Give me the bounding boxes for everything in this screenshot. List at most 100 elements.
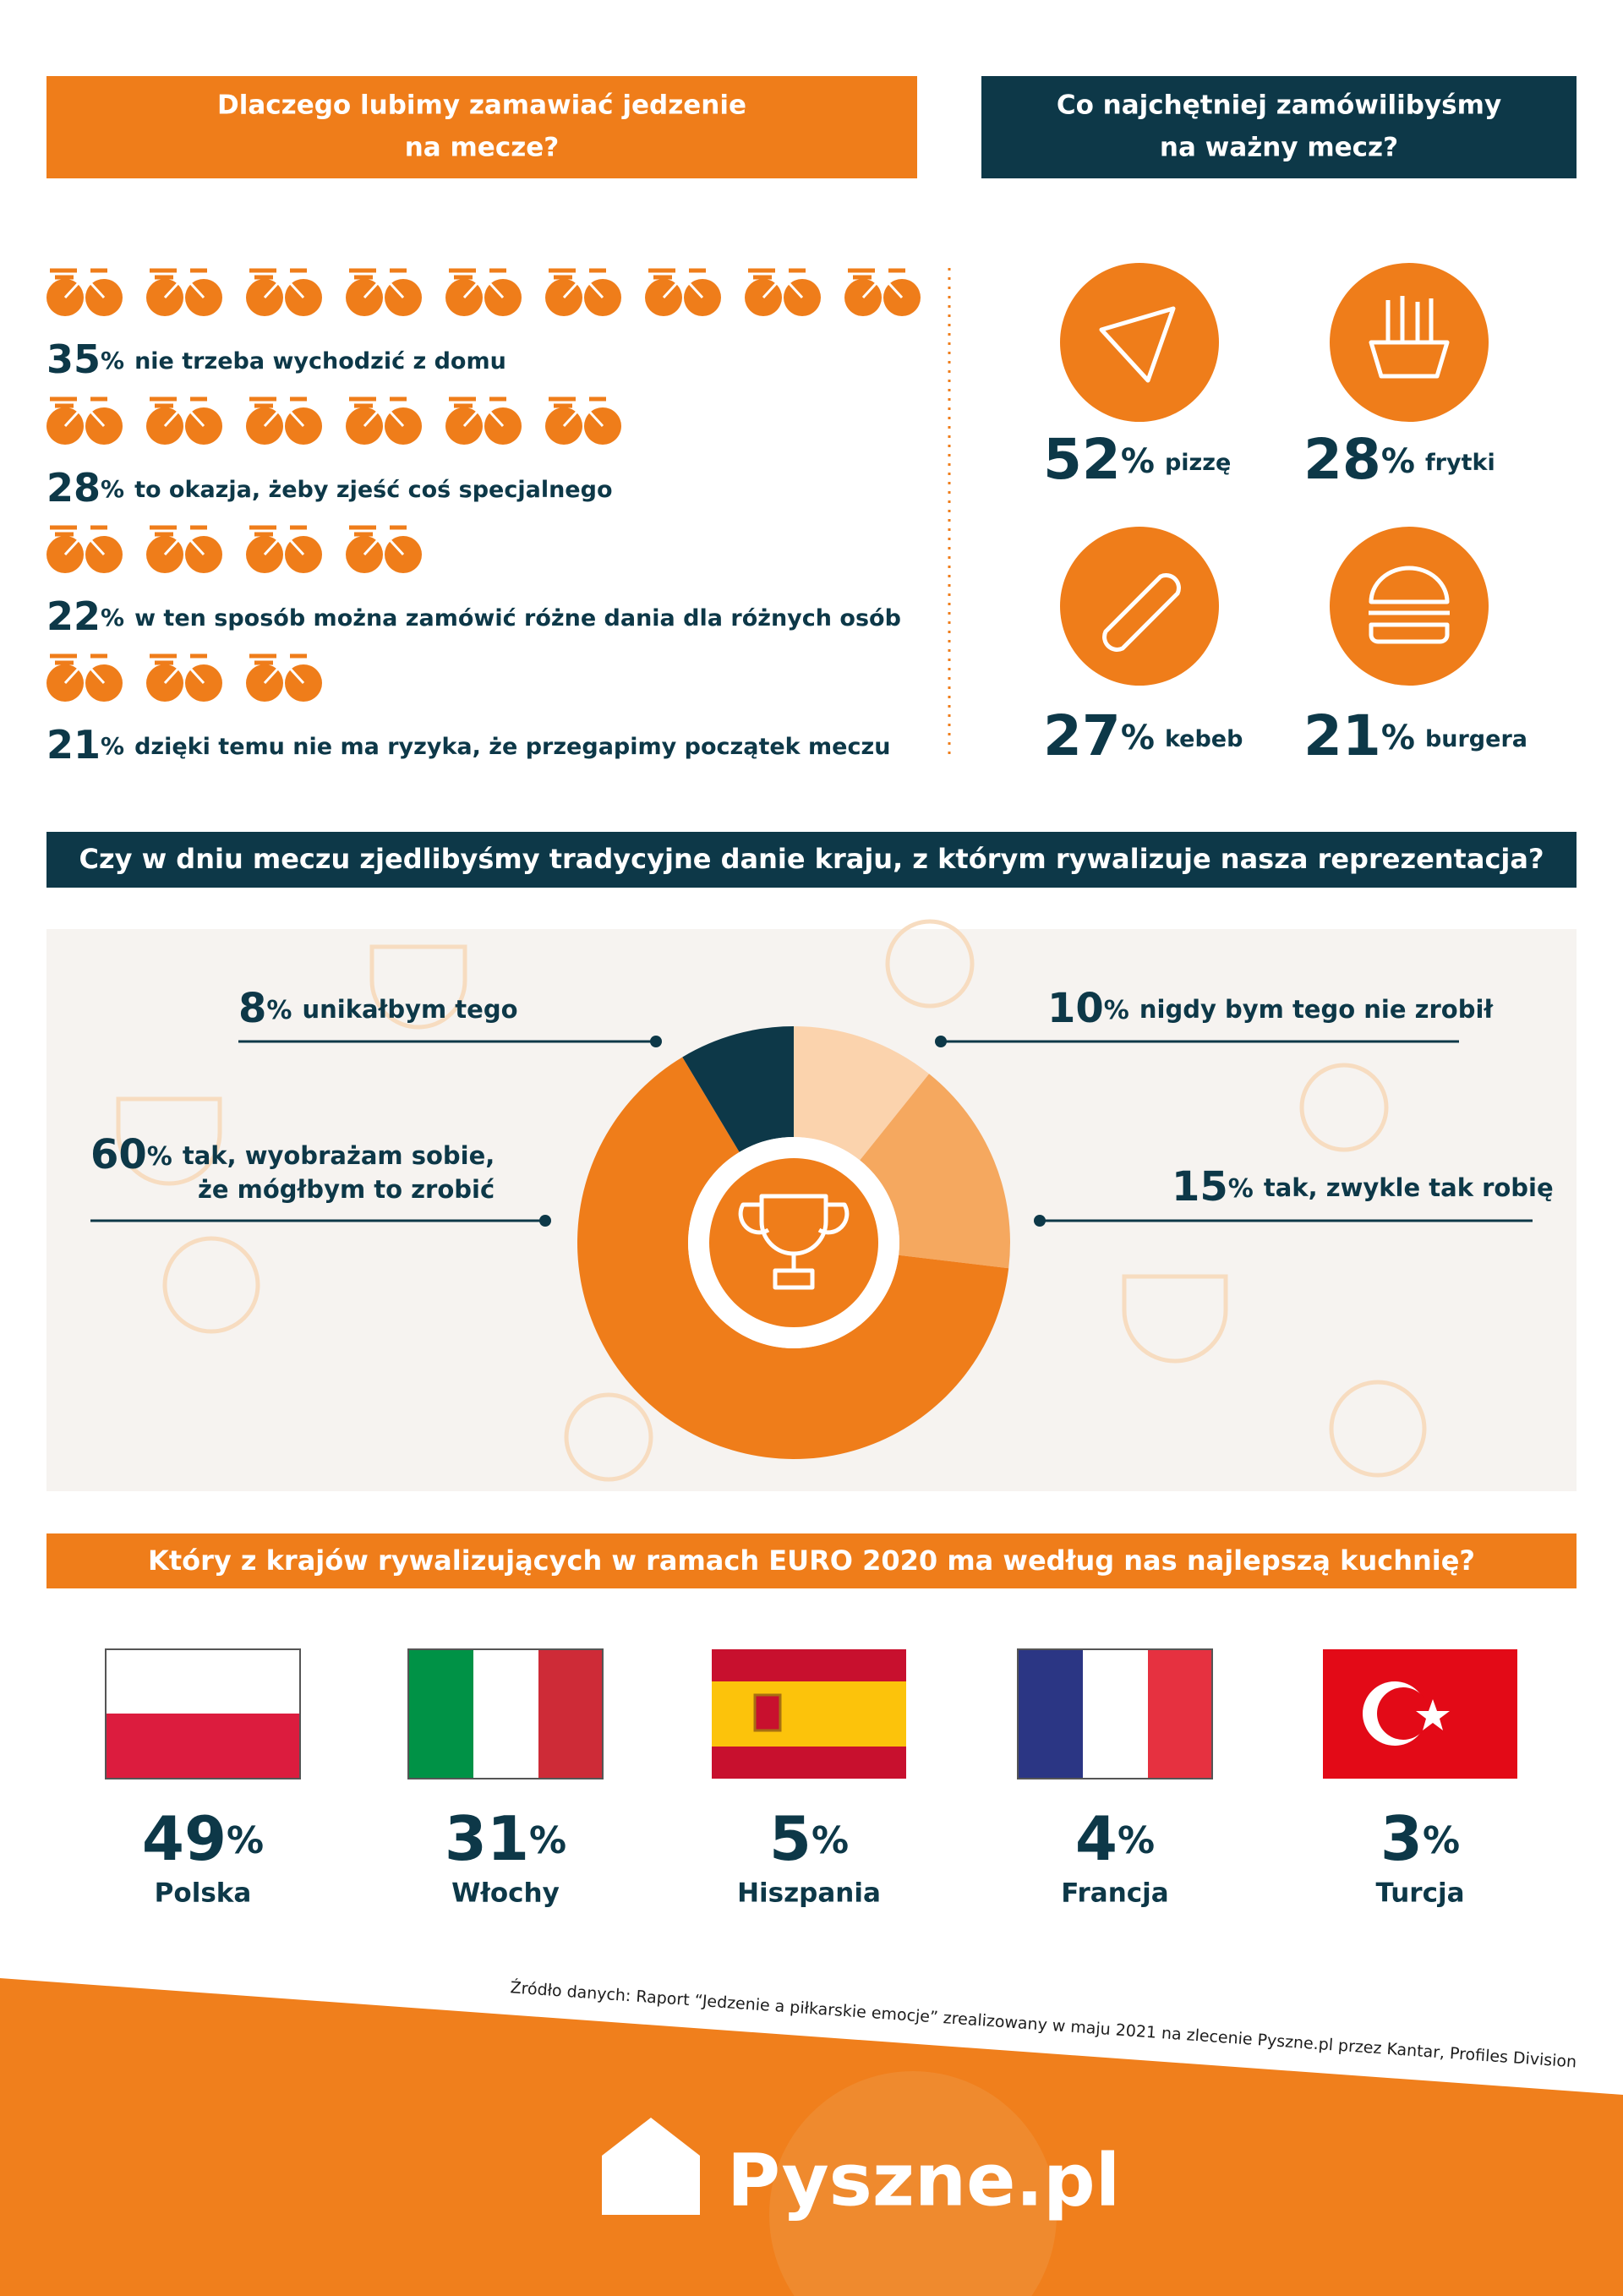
country-name: Hiszpania — [737, 1878, 881, 1909]
stat: 22% w ten sposób można zamówić różne dani… — [46, 593, 901, 639]
frame — [263, 402, 305, 428]
stat-unit: % — [266, 996, 292, 1025]
bars — [449, 268, 506, 280]
stat-unit: % — [101, 475, 124, 503]
donut-slice — [860, 1074, 1010, 1269]
stat-label: frytki — [1425, 450, 1495, 476]
stat: 27% kebeb — [1043, 703, 1243, 768]
bike-icon — [545, 268, 621, 316]
food-circle — [1330, 527, 1489, 686]
frame — [63, 402, 106, 428]
bars — [349, 268, 407, 280]
pattern — [116, 919, 1427, 1482]
stat-label: tak, zwykle tak robię — [1264, 1173, 1554, 1202]
stat-value: 52 — [1043, 427, 1121, 492]
frame — [163, 402, 205, 428]
stat-label: unikałbym tego — [302, 995, 517, 1024]
stat-value: 22 — [46, 593, 101, 639]
leader-dot — [1034, 1215, 1046, 1227]
bars — [50, 653, 107, 665]
donut-slice — [577, 1057, 1009, 1460]
stat: 10% nigdy bym tego nie zrobił — [1047, 985, 1494, 1032]
stat-label: kebeb — [1165, 726, 1243, 752]
bars — [748, 268, 806, 280]
bike-icon — [346, 268, 422, 316]
bike-icon — [246, 653, 322, 702]
frame — [363, 402, 405, 428]
stat: 3% — [1380, 1803, 1460, 1874]
stat-unit: % — [1228, 1174, 1254, 1204]
stat-label: że mógłbym to zrobić — [198, 1175, 495, 1204]
section-title: na ważny mecz? — [1160, 133, 1398, 163]
stat-label: nigdy bym tego nie zrobił — [1139, 995, 1495, 1024]
country-name: Włochy — [451, 1878, 560, 1909]
logo-house — [602, 2118, 700, 2215]
stat-unit: % — [1423, 1819, 1460, 1862]
frame — [762, 274, 804, 299]
bars — [349, 396, 407, 408]
stat-value: 49 — [142, 1803, 227, 1874]
leader-dot — [650, 1036, 662, 1047]
bars — [150, 396, 207, 408]
frame — [363, 274, 405, 299]
stat-value: 15 — [1172, 1163, 1228, 1211]
header-box — [981, 76, 1577, 178]
bike-icon — [146, 268, 222, 316]
leader-dot — [539, 1215, 551, 1227]
stat-label: tak, wyobrażam sobie, — [183, 1141, 495, 1170]
stat: 28% frytki — [1303, 427, 1495, 492]
stat-value: 21 — [46, 722, 101, 768]
trophy-icon — [738, 1194, 850, 1290]
stat: 8% unikałbym tego — [238, 985, 518, 1032]
stat: 31% — [445, 1803, 566, 1874]
stat: 21% burgera — [1303, 703, 1527, 768]
flag-spain — [712, 1649, 906, 1779]
stat-unit: % — [529, 1819, 566, 1862]
food-circle — [1060, 527, 1219, 686]
stat-label: pizzę — [1165, 450, 1231, 476]
stat-value: 4 — [1075, 1803, 1118, 1874]
logo-text: Pyszne.pl — [727, 2138, 1120, 2222]
donut-center — [709, 1158, 878, 1327]
stat-value: 8 — [238, 985, 266, 1032]
flag-poland — [105, 1648, 301, 1779]
section-title: Czy w dniu meczu zjedlibyśmy tradycyjne … — [79, 843, 1544, 875]
frame — [63, 274, 106, 299]
country-name: Francja — [1061, 1878, 1168, 1909]
bike-icon — [146, 396, 222, 445]
stat: 4% — [1075, 1803, 1155, 1874]
bike-icon — [445, 396, 522, 445]
section-title: Który z krajów rywalizujących w ramach E… — [148, 1544, 1475, 1577]
stat-value: 5 — [769, 1803, 812, 1874]
stat-value: 3 — [1380, 1803, 1423, 1874]
frame — [662, 274, 704, 299]
stat: 35% nie trzeba wychodzić z domu — [46, 336, 506, 382]
stat: 21% dzięki temu nie ma ryzyka, że przegap… — [46, 722, 890, 768]
bars — [50, 268, 107, 280]
leader-dot — [935, 1036, 947, 1047]
bars — [648, 268, 706, 280]
stat-value: 28 — [1303, 427, 1381, 492]
stat-value: 28 — [46, 465, 101, 511]
bike-icon — [246, 396, 322, 445]
frame — [163, 531, 205, 556]
stat: 52% pizzę — [1043, 427, 1231, 492]
frame — [263, 659, 305, 685]
frame — [462, 402, 505, 428]
bars — [150, 653, 207, 665]
bike-icon — [146, 525, 222, 573]
food-icon — [1099, 306, 1176, 383]
bike-icon — [46, 653, 123, 702]
country-name: Turcja — [1375, 1878, 1464, 1909]
frame — [163, 659, 205, 685]
stat-unit: % — [147, 1142, 172, 1172]
bars — [50, 396, 107, 408]
stat-unit: % — [101, 604, 124, 631]
stat: 5% — [769, 1803, 849, 1874]
stat-label: burgera — [1425, 726, 1527, 752]
stat-value: 27 — [1043, 703, 1121, 768]
flag-italy — [407, 1648, 604, 1779]
stat-unit: % — [1104, 996, 1129, 1025]
stat-unit: % — [1381, 442, 1415, 481]
